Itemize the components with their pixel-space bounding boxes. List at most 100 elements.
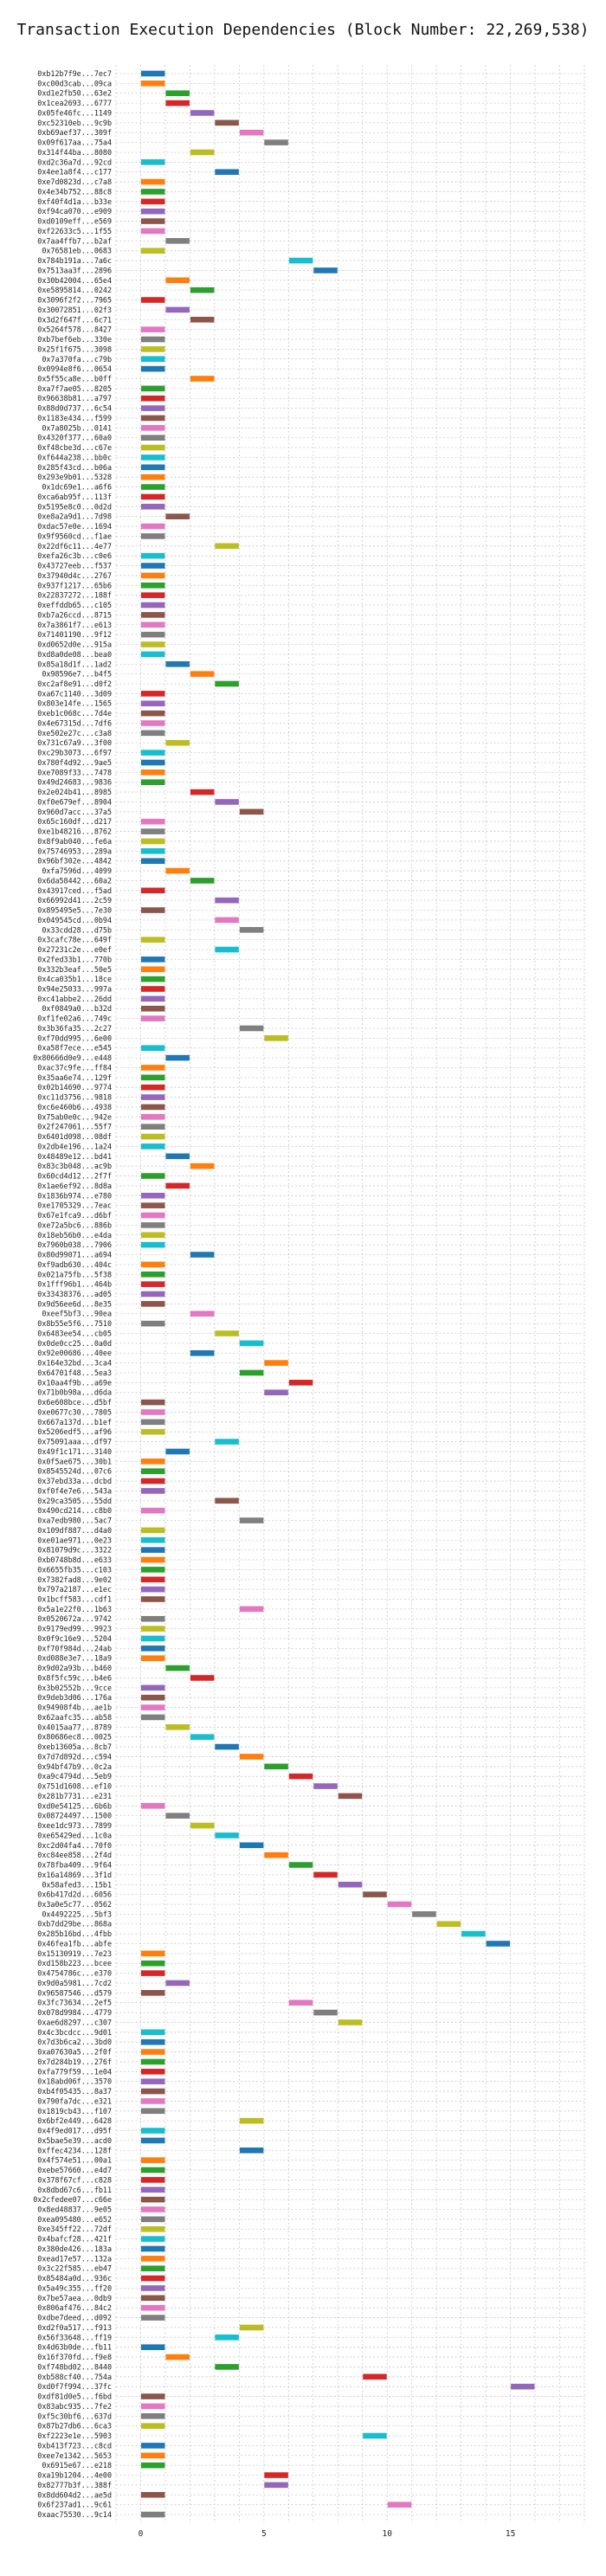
- dependency-bar: [140, 612, 165, 618]
- dependency-bar: [140, 2491, 165, 2498]
- y-tick-label: 0x33438376...ad05: [37, 1290, 112, 1298]
- y-tick-label: 0x4015aa77...8789: [37, 1723, 112, 1731]
- dependency-bar: [140, 405, 165, 411]
- y-tick-label: 0x0520672a...9742: [37, 1614, 112, 1623]
- y-tick-label: 0xd0109eff...e569: [37, 217, 112, 226]
- y-tick-label: 0x60cd4d12...2f7f: [37, 1172, 112, 1181]
- y-tick-label: 0x43917ced...f5ad: [37, 886, 112, 895]
- y-tick-label: 0x4ee1a8f4...c177: [37, 168, 112, 177]
- dependency-bar: [140, 995, 165, 1002]
- y-tick-label: 0x5264f578...8427: [37, 325, 112, 334]
- y-tick-label: 0x2cfedee07...c66e: [33, 2195, 112, 2204]
- dependency-bar: [140, 1428, 165, 1435]
- y-tick-label: 0xb69aef37...309f: [37, 128, 112, 137]
- y-tick-label: 0xca6ab95f...113f: [37, 493, 112, 501]
- dependency-bar: [140, 1635, 165, 1642]
- y-tick-label: 0xd158b223...bcee: [37, 1959, 112, 1967]
- y-tick-label: 0x7960b038...7906: [37, 1240, 112, 1249]
- grid-layer: [115, 65, 585, 2523]
- y-tick-label: 0xead17e57...132a: [37, 2254, 112, 2263]
- y-tick-label: 0x7d3b6ca2...3bd0: [37, 2038, 112, 2046]
- y-tick-label: 0xe72a5bc6...886b: [37, 1220, 112, 1229]
- dependency-bar: [140, 523, 165, 530]
- dependency-bar: [288, 1862, 313, 1868]
- dependency-bar: [215, 169, 239, 176]
- y-tick-label: 0x6401d098...08df: [37, 1132, 112, 1141]
- y-tick-label: 0x9deb3d06...176a: [37, 1693, 112, 1702]
- dependency-bar: [264, 1360, 288, 1366]
- y-tick-label: 0x1183e434...f599: [37, 414, 112, 422]
- dependency-bar: [140, 1990, 165, 1996]
- dependency-bar: [140, 1124, 165, 1130]
- y-tick-label: 0x3fc73634...2ef5: [37, 1999, 112, 2007]
- dependency-bar: [140, 2098, 165, 2104]
- y-tick-label: 0xc00d3cab...09ca: [37, 79, 112, 87]
- dependency-bar: [288, 1773, 313, 1780]
- dependency-bar: [140, 710, 165, 717]
- dependency-bar: [165, 513, 190, 519]
- y-tick-label: 0x1dc69e1...a6f6: [42, 483, 112, 492]
- dependency-bar: [264, 2472, 288, 2478]
- y-tick-label: 0xf70f984d...24ab: [37, 1644, 112, 1652]
- y-tick-label: 0x96587546...d579: [37, 1988, 112, 1997]
- dependency-bar: [363, 2373, 387, 2380]
- dependency-bar: [140, 1222, 165, 1228]
- dependency-bar: [140, 336, 165, 343]
- y-tick-label: 0xf644a238...bb0c: [37, 453, 112, 461]
- dependency-bar: [215, 1832, 239, 1839]
- y-tick-label: 0x98596e7...b4f5: [42, 670, 112, 679]
- y-tick-label: 0xb0748b8d...e633: [37, 1555, 112, 1564]
- y-tick-label: 0x784b191a...7a6c: [37, 256, 112, 265]
- y-tick-label: 0xf9adb630...404c: [37, 1260, 112, 1269]
- dependency-bar: [140, 730, 165, 737]
- y-tick-label: 0xd088e3e7...18a9: [37, 1654, 112, 1663]
- dependency-bar: [215, 897, 239, 904]
- y-tick-label: 0xa07630a5...2f0f: [37, 2048, 112, 2057]
- y-tick-label: 0x0de0cc25...0a0d: [37, 1339, 112, 1348]
- dependency-bar: [140, 1281, 165, 1287]
- dependency-bar: [140, 1202, 165, 1208]
- y-tick-label: 0xd0f7f994...37fc: [37, 2382, 112, 2391]
- dependency-bar: [215, 917, 239, 924]
- dependency-bar: [140, 1576, 165, 1583]
- y-tick-label: 0x285f43cd...b06a: [37, 463, 112, 472]
- dependency-bar: [140, 444, 165, 451]
- dependency-bar: [239, 1369, 264, 1376]
- dependency-bar: [140, 1694, 165, 1701]
- dependency-bar: [140, 454, 165, 460]
- dependency-bar: [140, 2137, 165, 2144]
- dependency-bar: [190, 1734, 215, 1740]
- dependency-bar: [140, 80, 165, 87]
- dependency-bar: [215, 2364, 239, 2370]
- y-tick-label: 0x1ae6ef92...8d8a: [37, 1182, 112, 1190]
- dependency-bar: [140, 356, 165, 363]
- dependency-bar: [140, 1684, 165, 1691]
- dependency-bar: [140, 2167, 165, 2174]
- y-tick-label: 0x4f9ed017...d95f: [37, 2127, 112, 2135]
- y-tick-label: 0x05fe46fc...1149: [37, 108, 112, 117]
- bars-layer: [140, 70, 535, 2518]
- dependency-bar: [140, 1950, 165, 1957]
- x-tick-label: 0: [139, 2529, 144, 2539]
- y-tick-label: 0x96638b81...a797: [37, 394, 112, 402]
- dependency-bar: [140, 750, 165, 756]
- y-tick-label: 0x806af476...84c2: [37, 2303, 112, 2312]
- y-tick-label: 0x87b27db6...6ca3: [37, 2422, 112, 2431]
- dependency-bar: [165, 277, 190, 284]
- y-tick-label: 0xdbe7deed...d092: [37, 2314, 112, 2322]
- y-tick-label: 0x9d56ee6d...8e35: [37, 1299, 112, 1308]
- x-tick-label: 5: [261, 2529, 267, 2539]
- dependency-bar: [140, 189, 165, 195]
- dependency-bar: [140, 178, 165, 185]
- y-tick-label: 0xe345ff22...72df: [37, 2225, 112, 2233]
- y-tick-label: 0x6915e67...e218: [42, 2461, 112, 2470]
- dependency-bar: [140, 1507, 165, 1514]
- y-tick-label: 0x3096f2f2...7965: [37, 296, 112, 305]
- dependency-bar: [140, 937, 165, 943]
- y-tick-label: 0xb7dd29be...868a: [37, 1920, 112, 1929]
- dependency-bar: [140, 1409, 165, 1415]
- dependency-bar: [140, 1143, 165, 1150]
- y-tick-label: 0x332b3eaf...50e5: [37, 965, 112, 974]
- y-tick-label: 0x94e25033...997a: [37, 985, 112, 994]
- dependency-bar: [511, 2383, 535, 2390]
